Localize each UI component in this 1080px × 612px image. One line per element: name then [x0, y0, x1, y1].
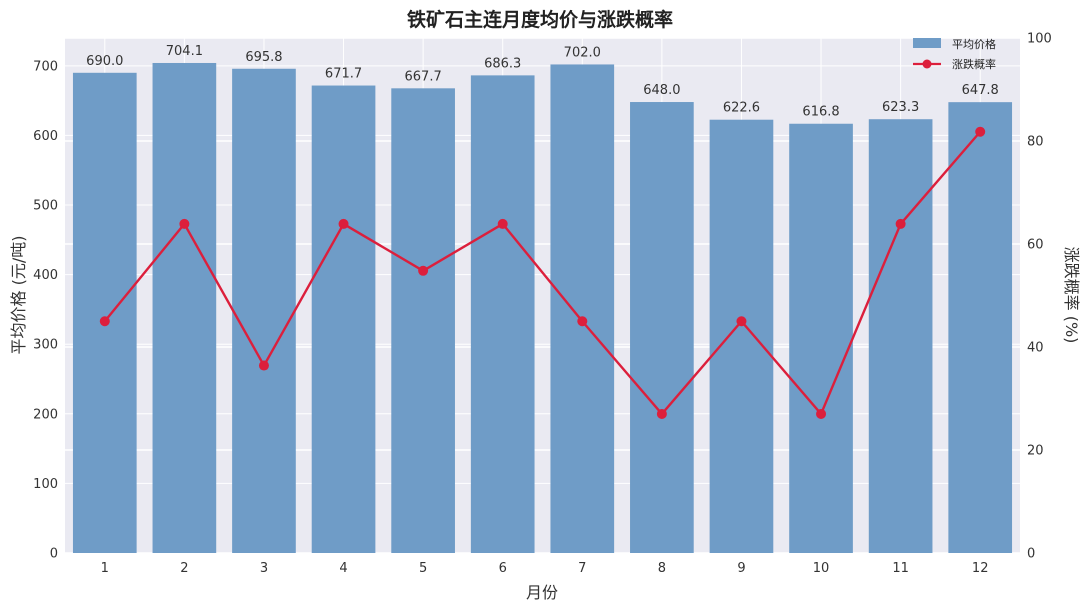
- probability-point: [338, 218, 349, 229]
- x-tick-label: 4: [339, 561, 347, 576]
- bar-value-label: 690.0: [86, 54, 123, 69]
- bar-value-label: 648.0: [643, 83, 680, 98]
- bar: [789, 123, 853, 553]
- bar: [470, 75, 535, 553]
- chart-title: 铁矿石主连月度均价与涨跌概率: [407, 8, 673, 31]
- bar: [391, 88, 455, 553]
- x-tick-label: 2: [180, 561, 188, 576]
- bar-value-label: 622.6: [723, 101, 760, 116]
- probability-point: [497, 218, 508, 229]
- bar: [948, 102, 1013, 554]
- bar: [232, 68, 296, 554]
- y2-tick-label: 100: [1027, 32, 1052, 47]
- legend-bar-label: 平均价格: [952, 37, 996, 51]
- bar-value-label: 623.3: [882, 100, 919, 115]
- probability-point: [736, 316, 747, 327]
- legend-line-label: 涨跌概率: [952, 57, 996, 71]
- x-tick-label: 11: [892, 561, 909, 576]
- legend: 平均价格 涨跌概率: [913, 37, 996, 71]
- y-tick-label: 200: [33, 407, 58, 422]
- bar: [868, 119, 933, 553]
- y2-tick-label: 40: [1027, 341, 1044, 356]
- x-tick-label: 12: [972, 561, 989, 576]
- bar: [709, 119, 774, 554]
- y2-axis-label: 涨跌概率 (%): [1062, 247, 1080, 344]
- legend-line-marker: [922, 59, 932, 69]
- bar-value-label: 616.8: [802, 105, 839, 120]
- y-tick-label: 600: [33, 129, 58, 144]
- probability-point: [895, 218, 906, 229]
- x-tick-label: 6: [499, 561, 507, 576]
- y2-tick-label: 60: [1027, 238, 1044, 253]
- bar: [630, 102, 694, 553]
- x-tick-label: 5: [419, 561, 427, 576]
- probability-point: [418, 265, 429, 276]
- bar-value-label: 667.7: [405, 69, 442, 84]
- y-axis-label: 平均价格 (元/吨): [9, 236, 28, 355]
- line-series: [99, 126, 986, 419]
- bar-value-label: 704.1: [166, 44, 203, 59]
- x-tick-label: 7: [578, 561, 586, 576]
- probability-point: [975, 126, 986, 137]
- bar: [152, 62, 217, 553]
- bar-value-label: 671.7: [325, 67, 362, 82]
- bar-value-label: 647.8: [962, 83, 999, 98]
- x-tick-label: 3: [260, 561, 268, 576]
- probability-point: [258, 360, 269, 371]
- y-tick-label: 700: [33, 59, 58, 74]
- x-tick-label: 9: [737, 561, 745, 576]
- y2-tick-label: 0: [1027, 547, 1035, 562]
- bar-series: [72, 62, 1013, 554]
- legend-bar-swatch: [913, 38, 941, 48]
- y-tick-label: 100: [33, 477, 58, 492]
- probability-line: [103, 130, 982, 416]
- bar: [311, 85, 376, 553]
- bar: [550, 64, 615, 553]
- probability-point: [99, 316, 110, 327]
- y-tick-label: 0: [50, 547, 58, 562]
- bar-value-label: 695.8: [245, 50, 282, 65]
- y2-tick-label: 80: [1027, 135, 1044, 150]
- probability-point: [816, 408, 827, 419]
- y-tick-label: 400: [33, 268, 58, 283]
- bar-value-label: 686.3: [484, 56, 521, 71]
- probability-point: [656, 408, 667, 419]
- x-axis-label: 月份: [526, 583, 558, 602]
- probability-point: [179, 218, 190, 229]
- y-tick-label: 300: [33, 338, 58, 353]
- y-tick-label: 500: [33, 199, 58, 214]
- x-tick-label: 8: [658, 561, 666, 576]
- bar-value-labels: 690.0 704.1 695.8 671.7 667.7 686.3 702.0 648.0…: [86, 44, 999, 120]
- x-tick-label: 1: [101, 561, 109, 576]
- x-tick-label: 10: [813, 561, 830, 576]
- probability-point: [577, 316, 588, 327]
- bar: [72, 72, 137, 553]
- y2-tick-label: 20: [1027, 444, 1044, 459]
- bar-value-label: 702.0: [564, 45, 601, 60]
